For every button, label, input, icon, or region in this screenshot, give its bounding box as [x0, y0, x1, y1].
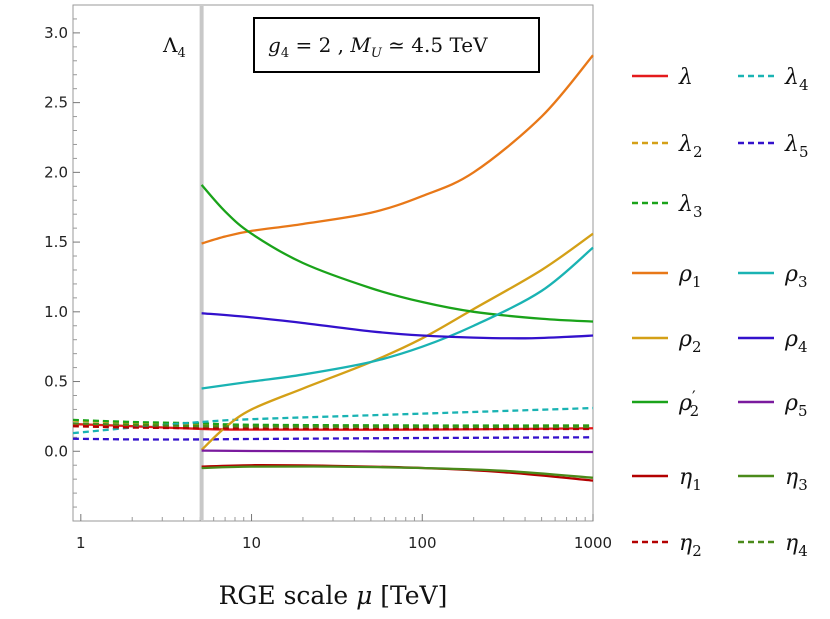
series-line-14	[72, 422, 594, 429]
y-tick-label: 1.5	[44, 233, 68, 251]
legend-label: ρ2	[678, 327, 701, 356]
y-tick-label: 0.5	[44, 373, 68, 391]
legend: λ λ4 λ2 λ5 λ3 ρ1 ρ3 ρ2 ρ4 ρ′ 2 ρ5 η1 η3 η2 η4	[632, 65, 809, 560]
legend-label: ρ′ 2	[678, 387, 699, 420]
series-line-12	[72, 425, 594, 431]
legend-label: η3	[785, 465, 808, 494]
series-line-7	[200, 184, 594, 323]
series-line-4	[72, 436, 594, 441]
legend-label: λ2	[678, 132, 703, 161]
x-tick-label: 1	[76, 534, 86, 552]
series-line-2	[72, 418, 594, 427]
series-line-9	[201, 312, 594, 340]
legend-label: η1	[679, 465, 702, 494]
series-line-3	[72, 406, 594, 435]
legend-label: λ3	[678, 192, 703, 221]
threshold-label: Λ4	[162, 33, 186, 61]
legend-label: ρ1	[678, 262, 701, 291]
y-tick-label: 2.0	[44, 163, 68, 181]
y-tick-label: 3.0	[44, 24, 68, 42]
series-line-10	[201, 449, 594, 454]
y-tick-label: 2.5	[44, 94, 68, 112]
series-line-5	[201, 54, 594, 245]
legend-label: λ5	[784, 132, 809, 161]
annotation-text: g4 = 2 , MU ≃ 4.5 TeV	[268, 33, 488, 61]
x-tick-label: 10	[242, 534, 261, 552]
legend-label: λ	[678, 65, 693, 90]
series-layer	[72, 54, 594, 482]
legend-label: ρ4	[784, 327, 807, 356]
y-tick-label: 0.0	[44, 442, 68, 460]
y-tick-label: 1.0	[44, 303, 68, 321]
legend-label: ρ3	[784, 262, 807, 291]
x-axis-label: RGE scale μ [TeV]	[219, 581, 448, 610]
legend-label: ρ5	[784, 391, 807, 420]
legend-label: λ4	[784, 65, 809, 94]
legend-label: η2	[679, 531, 702, 560]
x-tick-label: 1000	[574, 534, 612, 552]
annotation-box	[253, 17, 540, 73]
series-line-6	[200, 232, 594, 451]
x-tick-label: 100	[408, 534, 437, 552]
series-line-8	[201, 246, 594, 390]
legend-label: η4	[785, 531, 808, 560]
axis-ticks: 1 10 100 1000 0.0 0.5 1.0 1.5 2.0 2.5 3.0	[44, 18, 612, 552]
plot-frame	[72, 4, 594, 522]
series-line-13	[201, 465, 594, 479]
